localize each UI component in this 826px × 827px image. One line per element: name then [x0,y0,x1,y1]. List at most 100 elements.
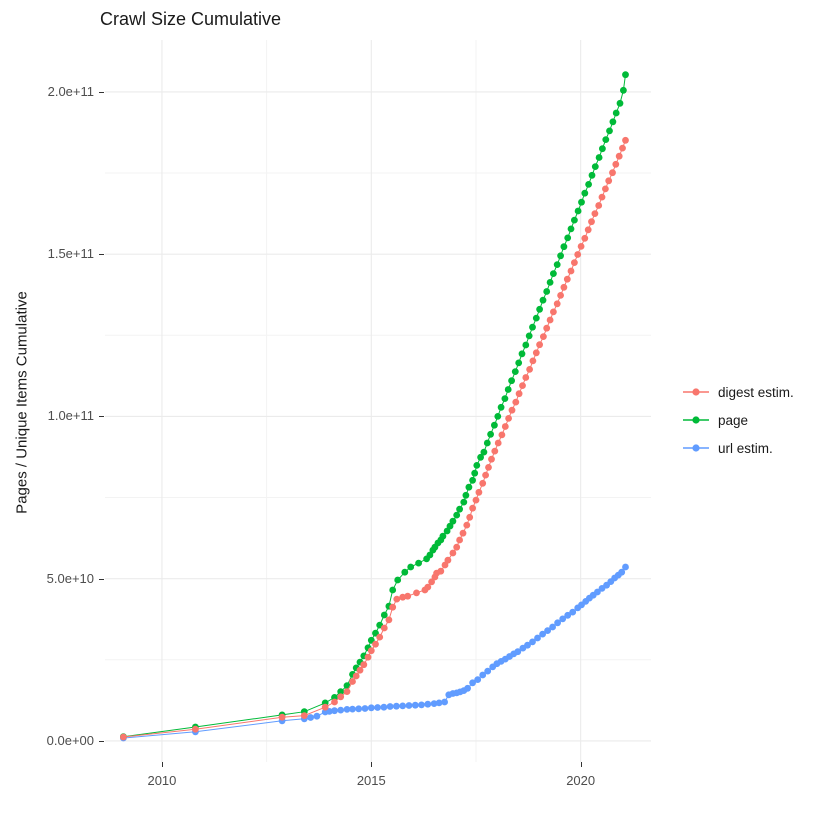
data-point [437,567,445,575]
data-point [411,701,419,709]
legend-label: url estim. [718,440,773,456]
data-point [485,464,492,471]
data-point [571,259,578,266]
data-point [622,563,629,571]
data-point [389,586,397,594]
data-point [444,556,452,564]
y-tick-label: 1.5e+11 [47,246,94,262]
series-url-estim- [120,563,629,742]
data-point [560,283,568,291]
data-point [585,181,592,188]
data-point [598,193,606,201]
data-point [331,707,338,715]
data-point [494,413,502,420]
data-point [615,152,623,160]
data-point [472,496,480,504]
data-point [588,171,596,179]
x-tick-mark [580,762,582,767]
data-point [337,693,345,701]
data-point [501,395,509,402]
data-point [352,672,360,680]
data-point [456,505,463,513]
data-point [337,688,345,695]
data-point [612,160,620,168]
data-point [569,608,577,616]
data-point [550,270,557,277]
data-point [581,234,589,242]
data-point [584,226,592,234]
data-point [494,439,502,447]
data-point [399,702,407,710]
data-point [439,532,447,540]
data-point [469,504,476,512]
data-point [404,592,412,600]
data-point [372,640,379,648]
data-point [459,529,467,537]
data-point [120,733,127,741]
data-point [300,712,308,719]
data-point [515,390,523,398]
y-tick-mark [99,416,104,418]
data-point [449,549,457,557]
data-point [405,702,413,709]
legend-label: page [718,412,749,428]
data-point [591,210,599,218]
data-point [543,288,551,295]
data-point [475,488,483,496]
legend-item-digest-estim-: digest estim. [681,378,794,406]
data-point [380,703,388,711]
legend-label: digest estim. [718,384,794,400]
data-point [393,702,400,710]
data-point [546,316,554,324]
data-point [469,476,476,484]
data-point [546,279,554,286]
data-point [355,705,363,713]
data-point [539,630,546,638]
data-point [278,713,286,721]
data-point [313,712,321,720]
data-point [491,421,498,429]
data-point [498,431,506,439]
data-point [477,453,484,461]
y-axis-title: Pages / Unique Items Cumulative [13,291,31,514]
y-tick-mark [99,740,104,742]
x-tick-mark [161,762,163,767]
data-point [471,469,479,477]
x-tick-label: 2010 [147,773,177,788]
data-point [599,145,606,153]
data-point [443,527,451,535]
gridlines-major [105,40,651,762]
plot-panel [105,40,651,762]
data-point [514,648,522,656]
data-point [519,382,526,389]
legend-key-dot [692,388,700,396]
data-point [192,725,199,733]
data-point [588,218,595,226]
data-point [364,653,372,661]
data-point [393,595,401,603]
data-point [473,462,481,469]
data-point [532,314,540,322]
data-point [484,667,492,675]
data-point [460,498,468,506]
data-point [349,705,356,713]
data-point [505,415,512,422]
data-point [418,701,425,709]
data-point [488,455,495,463]
data-point [501,423,509,430]
data-point [360,661,368,669]
data-point [567,225,575,233]
data-point [591,163,599,170]
data-point [413,589,420,597]
data-point [595,202,603,209]
series-page [120,71,629,741]
data-point [529,357,537,365]
data-point [571,216,578,224]
data-point [605,177,613,185]
data-point [557,292,564,299]
data-point [401,568,409,576]
data-point [424,700,432,708]
data-point [602,136,610,143]
data-point [463,521,471,529]
data-point [529,323,536,331]
